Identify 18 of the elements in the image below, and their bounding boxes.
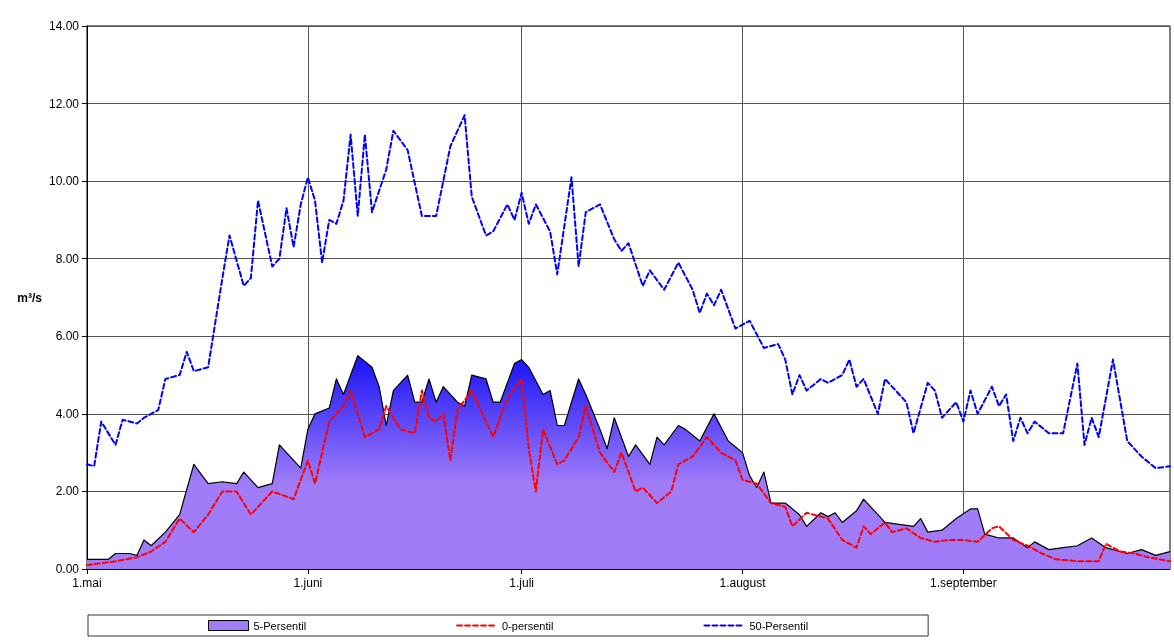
legend-label: 5-Persentil [253, 619, 307, 632]
y-tick-label: 14.00 [48, 19, 80, 33]
y-tick-label: 4.00 [55, 406, 80, 421]
y-tick-label: 2.00 [55, 484, 80, 499]
line-series [86, 114, 1171, 470]
y-axis-title: m³/s [17, 290, 43, 305]
y-tick-label: 6.00 [55, 329, 80, 344]
x-tick-label: 1.august [719, 576, 767, 590]
x-tick-label: 1.juni [293, 576, 323, 590]
legend-label: 50-Persentil [749, 619, 809, 632]
y-tick-label: 0.00 [55, 562, 80, 576]
y-tick-label: 10.00 [48, 174, 80, 189]
legend-label: 0-persentil [502, 619, 554, 632]
x-tick-label: 1.mai [72, 576, 102, 590]
x-tick-label: 1.september [930, 576, 997, 590]
x-tick-label: 1.juli [509, 576, 534, 590]
y-tick-label: 8.00 [55, 251, 80, 266]
y-tick-label: 12.00 [48, 96, 80, 111]
